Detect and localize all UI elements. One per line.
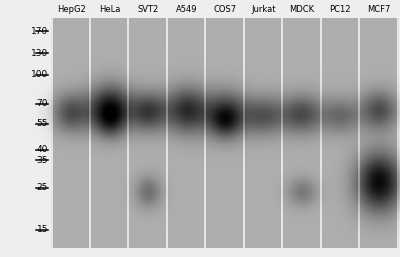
Text: HepG2: HepG2 <box>57 5 86 14</box>
Text: SVT2: SVT2 <box>138 5 159 14</box>
Text: HeLa: HeLa <box>99 5 120 14</box>
Text: COS7: COS7 <box>214 5 236 14</box>
Text: MDCK: MDCK <box>289 5 314 14</box>
Text: 170: 170 <box>31 27 48 36</box>
Text: A549: A549 <box>176 5 197 14</box>
Text: PC12: PC12 <box>330 5 351 14</box>
Text: 55: 55 <box>36 119 48 128</box>
Text: 70: 70 <box>36 99 48 108</box>
Text: 40: 40 <box>37 145 48 154</box>
Text: MCF7: MCF7 <box>367 5 390 14</box>
Text: 15: 15 <box>36 225 48 234</box>
Text: 35: 35 <box>36 156 48 165</box>
Text: 25: 25 <box>37 183 48 192</box>
Text: 100: 100 <box>31 70 48 79</box>
Text: Jurkat: Jurkat <box>251 5 276 14</box>
Text: 130: 130 <box>31 49 48 58</box>
